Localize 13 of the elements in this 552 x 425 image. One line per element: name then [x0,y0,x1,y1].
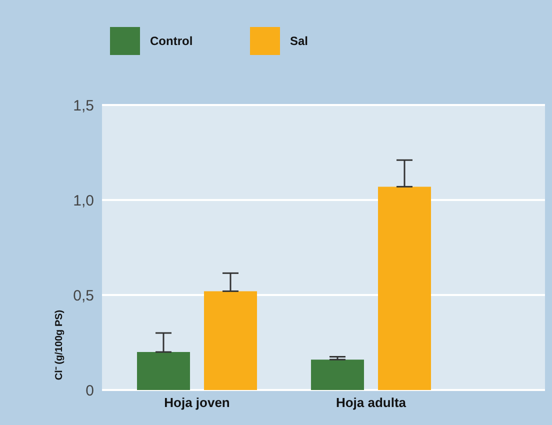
x-tick-label: Hoja adulta [336,395,407,410]
legend-label: Sal [290,34,308,48]
bar [204,291,257,390]
bar [378,186,431,390]
y-tick-label: 0,5 [73,287,94,304]
y-tick-label: 1,5 [73,97,94,114]
bar [311,360,364,390]
legend-label: Control [150,34,193,48]
y-tick-label: 0 [86,382,94,400]
y-tick-label: 1,0 [73,192,94,210]
bar [137,352,190,390]
y-axis-title: Cl⁻ (g/100g PS) [54,310,65,380]
x-tick-label: Hoja joven [164,395,230,410]
